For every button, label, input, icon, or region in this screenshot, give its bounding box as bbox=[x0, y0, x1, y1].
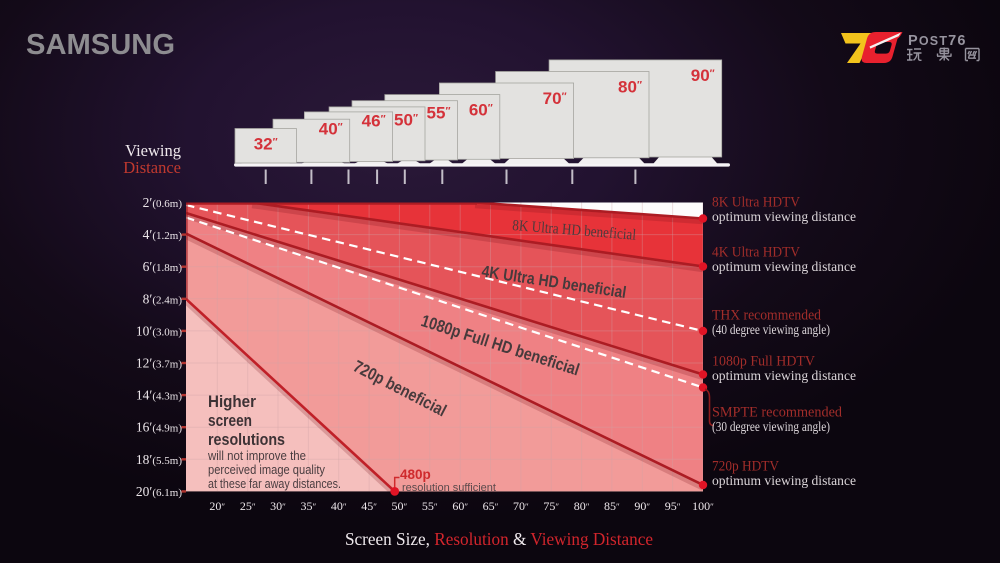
svg-text:Screen Size, Resolution & View: Screen Size, Resolution & Viewing Distan… bbox=[345, 529, 653, 549]
svg-text:8′(2.4m): 8′(2.4m) bbox=[143, 291, 183, 306]
svg-text:POST76: POST76 bbox=[908, 33, 967, 49]
svg-text:SMPTE recommended: SMPTE recommended bbox=[712, 404, 842, 421]
svg-text:85″: 85″ bbox=[604, 499, 620, 513]
svg-text:Distance: Distance bbox=[123, 158, 181, 177]
svg-text:40″: 40″ bbox=[331, 499, 347, 513]
svg-text:95″: 95″ bbox=[665, 499, 681, 513]
svg-text:100″: 100″ bbox=[692, 499, 714, 513]
svg-text:10′(3.0m): 10′(3.0m) bbox=[136, 323, 182, 338]
svg-text:480p: 480p bbox=[400, 467, 431, 482]
svg-text:80″: 80″ bbox=[618, 78, 642, 97]
svg-text:will not improve the: will not improve the bbox=[207, 449, 306, 463]
svg-text:65″: 65″ bbox=[483, 499, 499, 513]
svg-text:12′(3.7m): 12′(3.7m) bbox=[136, 356, 182, 371]
svg-text:80″: 80″ bbox=[574, 499, 590, 513]
svg-text:55″: 55″ bbox=[427, 104, 451, 123]
svg-text:90″: 90″ bbox=[691, 66, 715, 85]
svg-text:32″: 32″ bbox=[254, 135, 278, 154]
svg-text:70″: 70″ bbox=[513, 499, 529, 513]
svg-text:8K Ultra HDTV: 8K Ultra HDTV bbox=[712, 194, 800, 211]
svg-text:30″: 30″ bbox=[270, 499, 286, 513]
svg-text:(40 degree viewing angle): (40 degree viewing angle) bbox=[712, 322, 830, 337]
svg-text:Viewing: Viewing bbox=[125, 141, 181, 160]
svg-text:6′(1.8m): 6′(1.8m) bbox=[143, 259, 183, 274]
svg-text:25″: 25″ bbox=[240, 499, 256, 513]
svg-text:16′(4.9m): 16′(4.9m) bbox=[136, 420, 182, 435]
svg-text:THX recommended: THX recommended bbox=[712, 307, 821, 324]
svg-text:2′(0.6m): 2′(0.6m) bbox=[143, 195, 183, 210]
svg-text:perceived image quality: perceived image quality bbox=[208, 463, 326, 477]
svg-text:20″: 20″ bbox=[209, 499, 225, 513]
svg-text:1080p Full HDTV: 1080p Full HDTV bbox=[712, 353, 815, 370]
svg-text:60″: 60″ bbox=[469, 101, 493, 120]
svg-text:(30 degree viewing angle): (30 degree viewing angle) bbox=[712, 419, 830, 434]
svg-text:SAMSUNG: SAMSUNG bbox=[26, 29, 175, 61]
svg-text:35″: 35″ bbox=[301, 499, 317, 513]
svg-text:4K Ultra HDTV: 4K Ultra HDTV bbox=[712, 244, 800, 261]
svg-text:40″: 40″ bbox=[319, 120, 343, 139]
svg-text:45″: 45″ bbox=[361, 499, 377, 513]
svg-text:resolution sufficient: resolution sufficient bbox=[402, 482, 496, 494]
svg-text:optimum viewing distance: optimum viewing distance bbox=[712, 473, 856, 488]
svg-text:90″: 90″ bbox=[634, 499, 650, 513]
svg-text:at these far away distances.: at these far away distances. bbox=[208, 477, 341, 491]
svg-text:46″: 46″ bbox=[362, 112, 386, 131]
svg-text:18′(5.5m): 18′(5.5m) bbox=[136, 452, 182, 467]
svg-text:optimum viewing distance: optimum viewing distance bbox=[712, 368, 856, 383]
svg-text:optimum viewing distance: optimum viewing distance bbox=[712, 209, 856, 224]
svg-text:resolutions: resolutions bbox=[208, 430, 285, 449]
svg-text:720p HDTV: 720p HDTV bbox=[712, 458, 779, 475]
svg-text:55″: 55″ bbox=[422, 499, 438, 513]
svg-text:14′(4.3m): 14′(4.3m) bbox=[136, 388, 182, 403]
svg-text:60″: 60″ bbox=[452, 499, 468, 513]
svg-text:70″: 70″ bbox=[543, 89, 567, 108]
svg-text:20′(6.1m): 20′(6.1m) bbox=[136, 484, 182, 499]
svg-text:75″: 75″ bbox=[543, 499, 559, 513]
svg-text:50″: 50″ bbox=[394, 111, 418, 130]
svg-text:Higher: Higher bbox=[208, 392, 256, 411]
svg-text:4′(1.2m): 4′(1.2m) bbox=[143, 227, 183, 242]
svg-text:screen: screen bbox=[208, 411, 252, 430]
svg-text:optimum viewing distance: optimum viewing distance bbox=[712, 259, 856, 274]
svg-text:50″: 50″ bbox=[392, 499, 408, 513]
